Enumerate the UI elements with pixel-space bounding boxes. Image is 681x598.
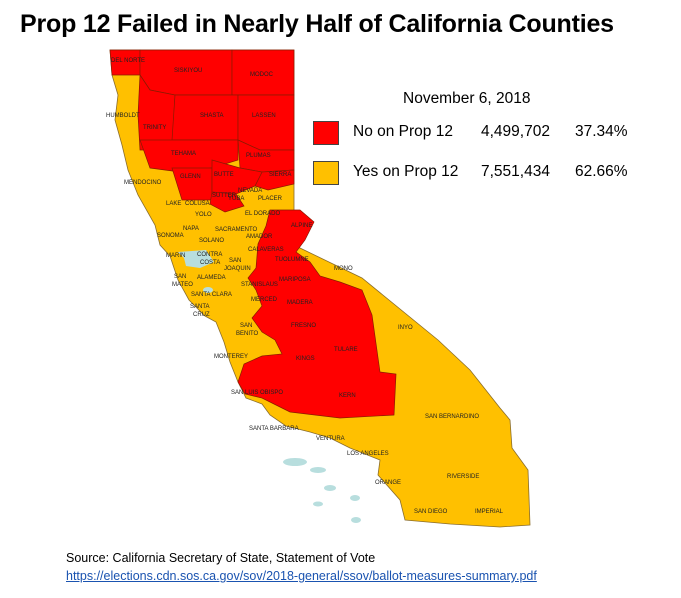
- legend-no-label: No on Prop 12: [353, 123, 453, 140]
- map-title: Prop 12 Failed in Nearly Half of Califor…: [20, 10, 614, 38]
- label-amador: AMADOR: [246, 234, 273, 240]
- source-link[interactable]: https://elections.cdn.sos.ca.gov/sov/201…: [66, 569, 537, 583]
- label-marin: MARIN: [166, 253, 185, 259]
- label-siskiyou: SISKIYOU: [174, 68, 202, 74]
- label-fresno: FRESNO: [291, 323, 316, 329]
- label-san-benito-1: SAN: [240, 323, 252, 329]
- label-tehama: TEHAMA: [171, 151, 196, 157]
- label-contra-costa-1: CONTRA: [197, 252, 222, 258]
- county-central-valley-red: [237, 209, 397, 419]
- label-butte: BUTTE: [214, 172, 234, 178]
- label-santa-cruz-1: SANTA: [190, 304, 210, 310]
- label-kings: KINGS: [296, 356, 315, 362]
- legend-yes-label: Yes on Prop 12: [353, 163, 459, 180]
- label-placer: PLACER: [258, 196, 283, 202]
- label-napa: NAPA: [183, 226, 199, 232]
- legend-no: No on Prop 12 4,499,702 37.34%: [313, 121, 653, 145]
- label-riverside: RIVERSIDE: [447, 474, 479, 480]
- label-mendocino: MENDOCINO: [124, 180, 162, 186]
- label-san-benito-2: BENITO: [236, 331, 259, 337]
- legend-yes-percent: 62.66%: [575, 163, 628, 180]
- label-colusa: COLUSA: [185, 201, 210, 207]
- label-mariposa: MARIPOSA: [279, 277, 311, 283]
- label-san-mateo-1: SAN: [174, 274, 186, 280]
- label-san-mateo-2: MATEO: [172, 282, 193, 288]
- label-imperial: IMPERIAL: [475, 509, 504, 515]
- label-sierra: SIERRA: [269, 172, 291, 178]
- label-calaveras: CALAVERAS: [248, 247, 284, 253]
- legend-no-swatch: [313, 121, 339, 145]
- label-nevada: NEVADA: [238, 188, 262, 194]
- label-san-joaquin-2: JOAQUIN: [224, 266, 251, 272]
- label-santa-clara: SANTA CLARA: [191, 292, 232, 298]
- label-merced: MERCED: [251, 297, 278, 303]
- label-san-joaquin-1: SAN: [229, 258, 241, 264]
- legend-yes-votes: 7,551,434: [481, 163, 550, 180]
- label-ventura: VENTURA: [316, 436, 345, 442]
- legend-yes: Yes on Prop 12 7,551,434 62.66%: [313, 161, 653, 185]
- label-yolo: YOLO: [195, 212, 212, 218]
- label-plumas: PLUMAS: [246, 153, 271, 159]
- label-los-angeles: LOS ANGELES: [347, 451, 389, 457]
- label-tuolumne: TUOLUMNE: [275, 257, 309, 263]
- label-inyo: INYO: [398, 325, 413, 331]
- label-el-dorado: EL DORADO: [245, 211, 280, 217]
- label-trinity: TRINITY: [143, 125, 166, 131]
- label-stanislaus: STANISLAUS: [241, 282, 278, 288]
- label-mono: MONO: [334, 266, 353, 272]
- label-modoc: MODOC: [250, 72, 274, 78]
- label-madera: MADERA: [287, 300, 313, 306]
- label-san-bernardino: SAN BERNARDINO: [425, 414, 479, 420]
- legend-yes-swatch: [313, 161, 339, 185]
- label-san-diego: SAN DIEGO: [414, 509, 448, 515]
- label-alameda: ALAMEDA: [197, 275, 226, 281]
- legend-no-percent: 37.34%: [575, 123, 628, 140]
- label-santa-cruz-2: CRUZ: [193, 312, 210, 318]
- county-sutter-yuba: [209, 191, 245, 213]
- label-alpine: ALPINE: [291, 223, 312, 229]
- label-glenn: GLENN: [180, 174, 201, 180]
- label-san-luis-obispo: SAN LUIS OBISPO: [231, 390, 283, 396]
- label-orange: ORANGE: [375, 480, 401, 486]
- label-humboldt: HUMBOLDT: [106, 113, 140, 119]
- label-sacramento: SACRAMENTO: [215, 227, 258, 233]
- label-tulare: TULARE: [334, 347, 358, 353]
- label-kern: KERN: [339, 393, 356, 399]
- label-yuba: YUBA: [228, 196, 244, 202]
- source-text: Source: California Secretary of State, S…: [66, 551, 376, 565]
- election-date: November 6, 2018: [403, 90, 531, 107]
- label-lake: LAKE: [166, 201, 181, 207]
- label-lassen: LASSEN: [252, 113, 276, 119]
- label-sutter: SUTTER: [212, 193, 237, 199]
- county-lassen: [237, 94, 295, 151]
- label-sonoma: SONOMA: [157, 233, 184, 239]
- label-solano: SOLANO: [199, 238, 224, 244]
- label-contra-costa-2: COSTA: [200, 260, 220, 266]
- label-shasta: SHASTA: [200, 113, 224, 119]
- legend-no-votes: 4,499,702: [481, 123, 550, 140]
- water-features: [178, 250, 361, 523]
- label-monterey: MONTEREY: [214, 354, 248, 360]
- label-santa-barbara: SANTA BARBARA: [249, 426, 299, 432]
- label-del-norte: DEL NORTE: [111, 58, 145, 64]
